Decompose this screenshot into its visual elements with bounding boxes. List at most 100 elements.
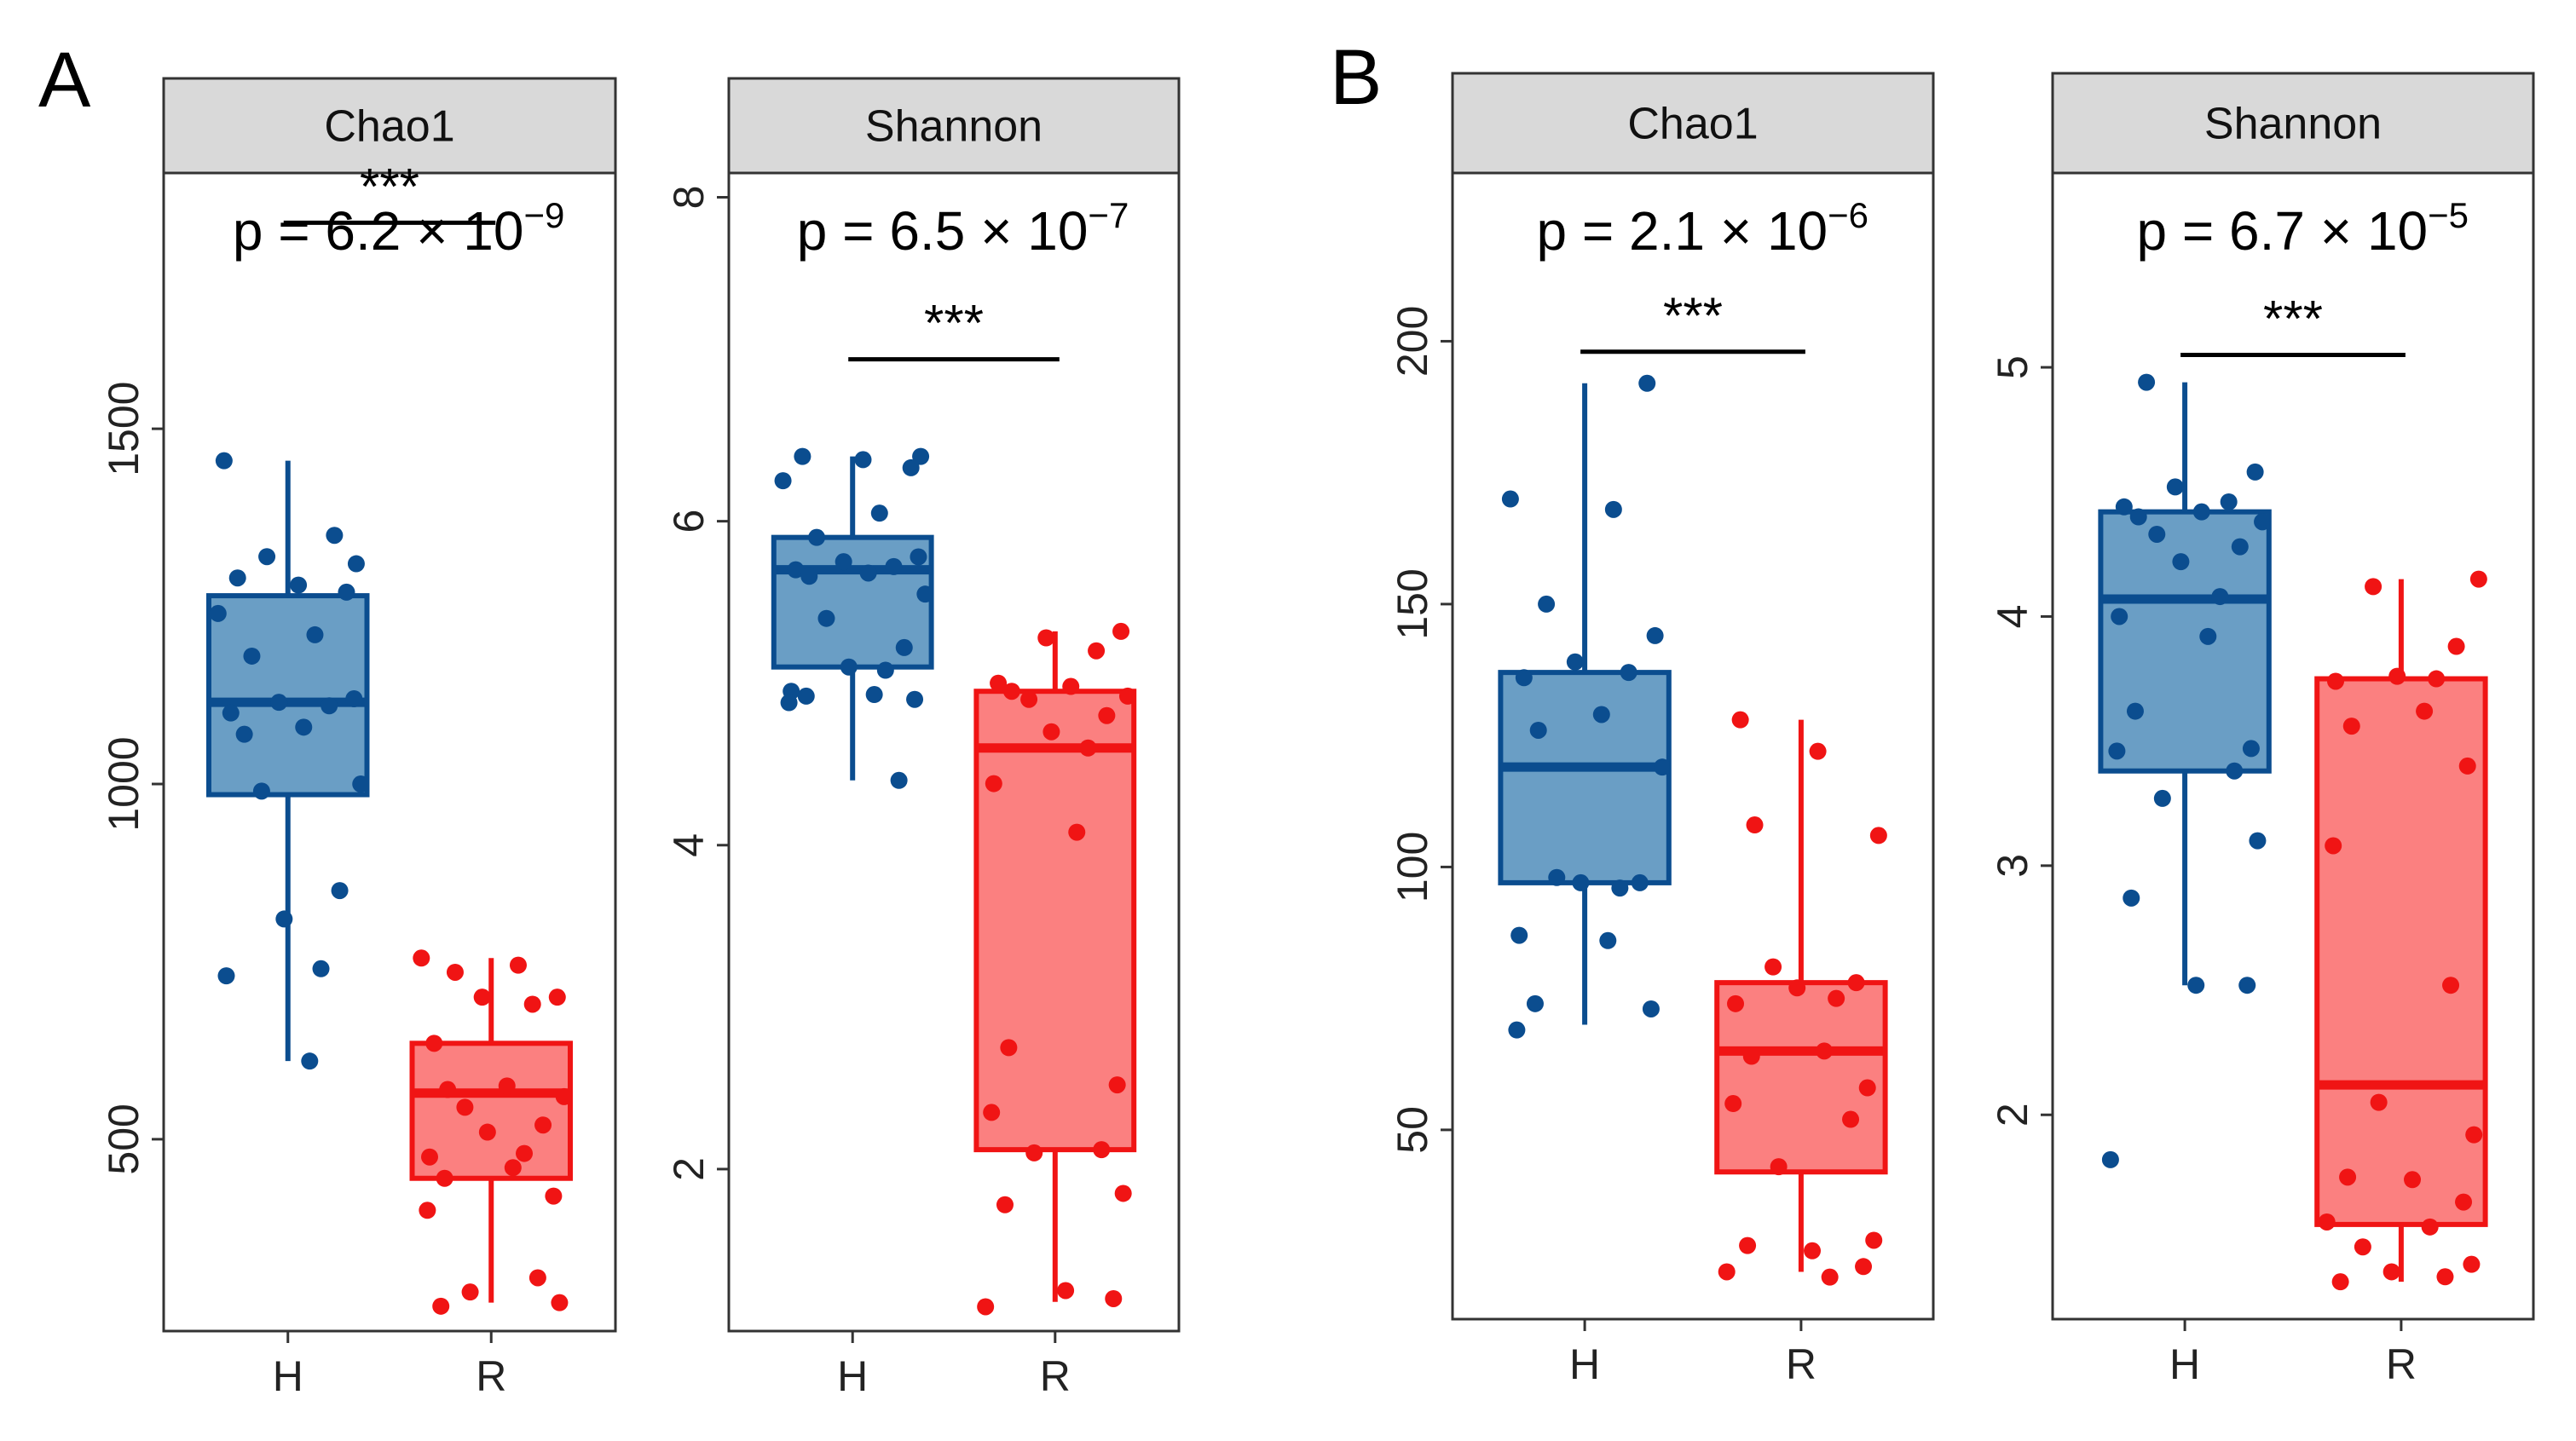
x-tick-label: H	[2169, 1340, 2200, 1388]
data-point	[2148, 525, 2166, 543]
data-point	[1620, 664, 1637, 682]
data-point	[859, 564, 877, 582]
strip-label: Chao1	[324, 102, 454, 152]
data-point	[2447, 637, 2465, 655]
p-value: p = 6.2 × 10−9	[233, 195, 565, 262]
box	[771, 534, 934, 670]
data-point	[456, 1098, 474, 1116]
data-point	[1858, 1079, 1876, 1097]
data-point	[996, 1196, 1014, 1213]
y-tick-label: 100	[1389, 832, 1436, 902]
data-point	[1501, 490, 1519, 508]
data-point	[1638, 374, 1656, 392]
data-point	[2458, 757, 2476, 775]
strip-label: Chao1	[1627, 100, 1758, 149]
data-point	[2166, 478, 2184, 496]
plot-frame	[1451, 171, 1935, 1321]
data-point	[1842, 1110, 1860, 1128]
data-point	[509, 956, 527, 974]
chart-b-chao1: Chao1 50 100 150 200 H R *** p = 2.1 × 10−6	[1389, 72, 1935, 1388]
data-point	[270, 694, 288, 712]
data-point	[2404, 1171, 2422, 1189]
data-point	[413, 949, 430, 967]
data-point	[1654, 758, 1672, 776]
data-point	[2231, 538, 2249, 556]
data-point	[1727, 994, 1745, 1012]
data-point	[2342, 718, 2360, 735]
data-point	[2126, 702, 2144, 720]
data-point	[1057, 1282, 1075, 1300]
data-point	[235, 725, 253, 743]
data-point	[461, 1283, 479, 1301]
strip-label: Shannon	[865, 102, 1043, 152]
data-point	[523, 995, 541, 1013]
significance-stars: ***	[1663, 287, 1723, 344]
p-value-base: p = 6.7 × 10	[2137, 200, 2429, 262]
data-point	[1510, 926, 1528, 944]
box	[206, 593, 370, 798]
data-point	[2465, 1126, 2483, 1144]
data-point	[2123, 889, 2140, 907]
x-tick-label: H	[273, 1352, 303, 1400]
data-point	[2416, 702, 2434, 720]
data-point	[419, 1202, 436, 1219]
data-point	[1020, 690, 1038, 708]
data-point	[439, 1081, 457, 1098]
data-point	[1599, 931, 1617, 949]
box	[973, 689, 1137, 1153]
data-point	[1566, 653, 1584, 671]
data-point	[1718, 1263, 1736, 1281]
data-point	[545, 1187, 563, 1205]
data-point	[228, 569, 246, 587]
data-point	[2199, 627, 2217, 645]
data-point	[1025, 1144, 1043, 1161]
data-point	[2211, 588, 2229, 606]
data-point	[1037, 629, 1055, 647]
data-point	[787, 561, 805, 579]
y-tick-label: 1500	[100, 382, 147, 476]
data-point	[1809, 742, 1827, 760]
p-value: p = 2.1 × 10−6	[1537, 195, 1869, 262]
data-point	[865, 686, 883, 704]
x-tick-label: R	[1786, 1340, 1816, 1388]
data-point	[1526, 994, 1544, 1012]
data-point	[885, 557, 903, 575]
p-value: p = 6.7 × 10−5	[2137, 195, 2469, 262]
data-point	[2226, 762, 2244, 780]
data-point	[983, 1104, 1001, 1121]
data-point	[1611, 879, 1629, 897]
chart-a-chao1: Chao1 500 1000 1500 H R ***p = 6.2 × 10−9	[100, 77, 617, 1400]
data-point	[290, 576, 308, 594]
data-point	[498, 1077, 516, 1095]
data-point	[551, 1294, 569, 1311]
data-point	[1724, 1095, 1742, 1113]
y-tick-label: 1000	[100, 736, 147, 831]
data-point	[504, 1159, 522, 1177]
data-point	[1604, 500, 1622, 518]
data-point	[797, 687, 815, 705]
data-point	[1642, 1000, 1660, 1017]
data-point	[425, 1035, 443, 1052]
data-point	[258, 548, 276, 566]
data-point	[794, 447, 811, 465]
data-point	[516, 1144, 534, 1162]
data-point	[2249, 832, 2267, 850]
data-point	[2421, 1218, 2439, 1236]
data-point	[473, 989, 491, 1006]
y-tick-label: 4	[1989, 605, 2036, 629]
data-point	[295, 718, 313, 736]
plot-frame	[162, 171, 617, 1333]
data-point	[990, 674, 1008, 692]
data-point	[1000, 1039, 1018, 1057]
data-point	[2354, 1238, 2371, 1256]
data-point	[301, 1052, 319, 1070]
p-value-exponent: −6	[1828, 195, 1868, 235]
data-point	[2365, 578, 2383, 596]
y-tick-label: 200	[1389, 306, 1436, 377]
data-point	[1816, 1042, 1834, 1060]
data-point	[800, 568, 818, 585]
data-point	[352, 775, 370, 793]
data-point	[2455, 1193, 2473, 1211]
data-point	[1529, 721, 1547, 739]
strip-header	[162, 77, 617, 175]
